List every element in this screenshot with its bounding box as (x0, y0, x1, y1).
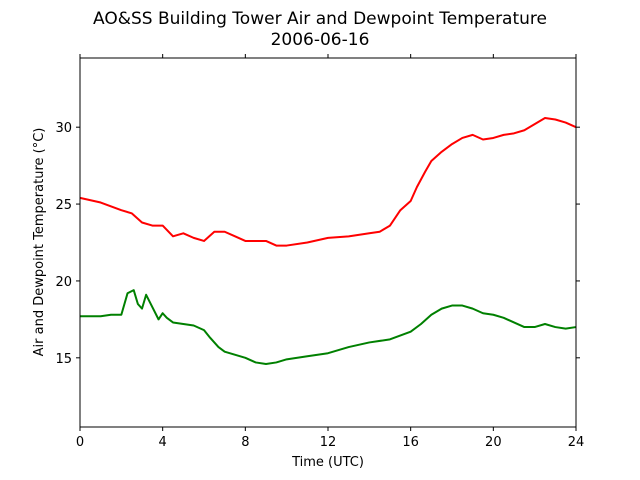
series-line-1 (79, 116, 577, 247)
y-axis-ticks: 15 20 25 30 (55, 121, 580, 367)
x-axis-ticks: 0 4 8 12 16 20 24 (76, 54, 584, 450)
x-tick-label: 12 (320, 435, 337, 450)
x-tick-label: 4 (159, 435, 167, 450)
series-layer (79, 116, 577, 365)
series-line-2 (80, 289, 577, 365)
x-tick-label: 16 (402, 435, 419, 450)
x-axis-label: Time (UTC) (291, 455, 364, 470)
x-tick-label: 0 (76, 435, 84, 450)
chart-title: AO&SS Building Tower Air and Dewpoint Te… (93, 9, 547, 29)
x-tick-label: 8 (241, 435, 249, 450)
chart-subtitle: 2006-06-16 (271, 30, 370, 50)
y-tick-label: 25 (55, 198, 72, 213)
y-tick-label: 15 (55, 352, 72, 367)
y-tick-label: 20 (55, 275, 72, 290)
x-tick-label: 24 (568, 435, 585, 450)
y-tick-label: 30 (55, 121, 72, 136)
x-tick-label: 20 (485, 435, 502, 450)
y-axis-label: Air and Dewpoint Temperature (°C) (32, 128, 47, 357)
